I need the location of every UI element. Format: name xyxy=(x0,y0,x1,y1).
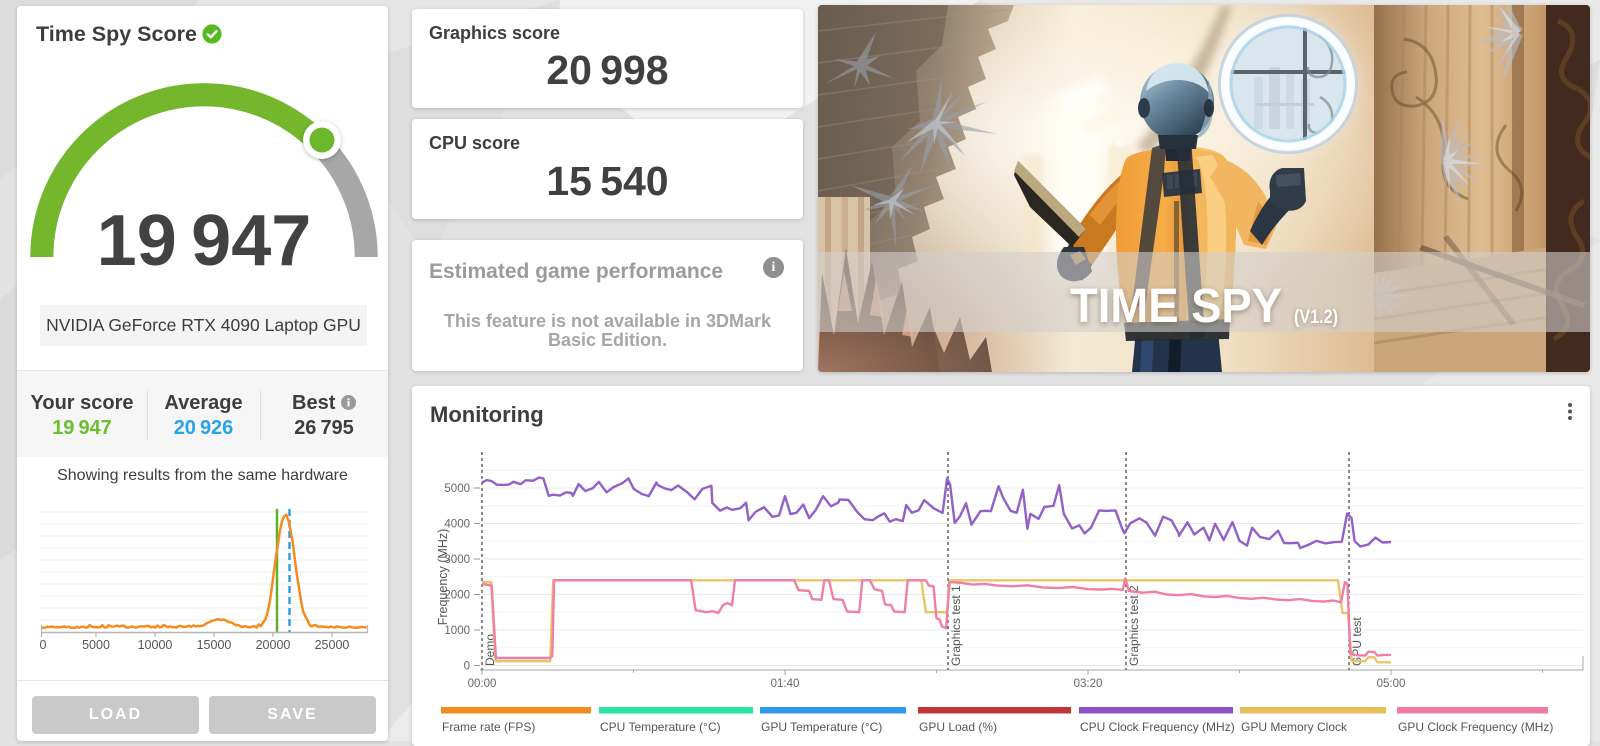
svg-text:GPU Memory Clock: GPU Memory Clock xyxy=(1241,720,1348,734)
svg-text:10000: 10000 xyxy=(138,638,173,652)
svg-text:(V1.2): (V1.2) xyxy=(1294,307,1338,328)
svg-text:01:40: 01:40 xyxy=(771,678,800,690)
svg-text:5000: 5000 xyxy=(82,638,110,652)
svg-text:Frame rate (FPS): Frame rate (FPS) xyxy=(442,720,535,734)
svg-text:GPU Load (%): GPU Load (%) xyxy=(919,720,997,734)
svg-text:19 947: 19 947 xyxy=(97,201,312,281)
svg-text:25000: 25000 xyxy=(315,638,350,652)
svg-text:Graphics test 1: Graphics test 1 xyxy=(949,585,963,666)
svg-text:GPU Clock Frequency (MHz): GPU Clock Frequency (MHz) xyxy=(1398,720,1553,734)
svg-text:0: 0 xyxy=(40,638,47,652)
svg-text:00:00: 00:00 xyxy=(468,678,497,690)
svg-text:20000: 20000 xyxy=(256,638,291,652)
svg-text:3000: 3000 xyxy=(444,554,470,566)
svg-text:05:00: 05:00 xyxy=(1377,678,1406,690)
svg-text:2000: 2000 xyxy=(444,590,470,602)
svg-text:15000: 15000 xyxy=(197,638,232,652)
svg-text:03:20: 03:20 xyxy=(1074,678,1103,690)
svg-text:4000: 4000 xyxy=(444,519,470,531)
svg-text:TIME SPY: TIME SPY xyxy=(1070,280,1282,333)
svg-text:Frequency (MHz): Frequency (MHz) xyxy=(436,529,450,626)
svg-text:CPU Temperature (°C): CPU Temperature (°C) xyxy=(600,720,721,734)
svg-text:0: 0 xyxy=(464,661,470,673)
svg-text:Graphics test 2: Graphics test 2 xyxy=(1127,585,1141,666)
svg-text:1000: 1000 xyxy=(444,625,470,637)
svg-text:5000: 5000 xyxy=(444,483,470,495)
svg-text:GPU Temperature (°C): GPU Temperature (°C) xyxy=(761,720,882,734)
svg-text:CPU Clock Frequency (MHz): CPU Clock Frequency (MHz) xyxy=(1080,720,1235,734)
